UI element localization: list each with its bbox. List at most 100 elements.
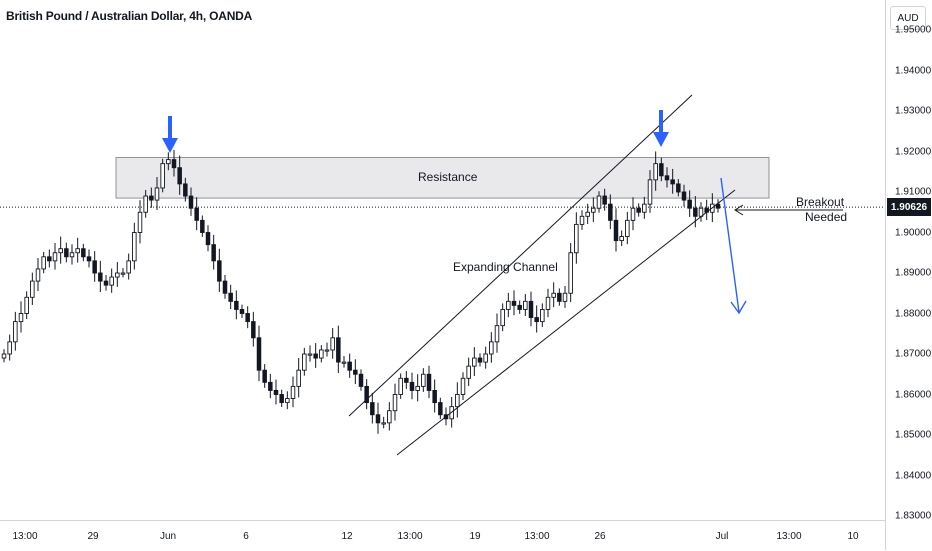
candle — [336, 325, 341, 374]
candle — [183, 177, 188, 202]
candle-body — [132, 232, 137, 262]
price-tick-label: 1.89000 — [895, 267, 932, 279]
candle — [262, 364, 267, 388]
candle-body — [103, 280, 109, 286]
candle — [273, 379, 279, 405]
candle — [653, 151, 658, 191]
candle-body — [421, 373, 426, 387]
candle — [585, 203, 590, 224]
price-tick-label: 1.83000 — [895, 510, 932, 522]
candle-body — [307, 353, 313, 356]
candle — [347, 353, 352, 378]
candle-body — [483, 353, 488, 363]
candle-body — [409, 381, 415, 391]
candle-body — [256, 337, 262, 371]
candle-body — [557, 292, 562, 302]
price-axis[interactable]: AUD 1.95000 1.94000 1.93000 1.92000 1.91000 1… — [885, 0, 932, 550]
candle — [659, 157, 664, 182]
candle — [375, 402, 381, 434]
candle-body — [154, 187, 160, 201]
candle — [545, 288, 551, 318]
candle-body — [302, 353, 307, 371]
candle — [75, 237, 80, 263]
candle-body — [296, 369, 301, 387]
candle-body — [228, 292, 233, 302]
candle-body — [35, 268, 41, 282]
candle — [466, 357, 471, 386]
candle-body — [285, 398, 290, 404]
candle — [528, 291, 534, 327]
expanding-channel-label: Expanding Channel — [453, 260, 558, 274]
candle — [517, 300, 522, 314]
candle-body — [500, 309, 505, 327]
candle — [58, 236, 63, 264]
candle — [511, 290, 517, 316]
candle-body — [358, 373, 364, 387]
candle-body — [659, 163, 664, 177]
candle-body — [596, 195, 602, 209]
candle-body — [602, 195, 607, 205]
candle — [205, 225, 211, 252]
candle-body — [347, 361, 352, 371]
candle — [245, 306, 250, 329]
candle-body — [109, 276, 114, 286]
candle — [188, 187, 194, 216]
candle-body — [534, 317, 539, 323]
candle-body — [330, 337, 335, 351]
candle-body — [126, 260, 131, 274]
candle-body — [98, 272, 103, 282]
candle — [18, 301, 24, 333]
candle — [228, 284, 233, 310]
candle — [602, 188, 607, 211]
candle-body — [426, 373, 432, 391]
candle — [120, 268, 126, 278]
candle-body — [387, 410, 392, 424]
candle-body — [647, 179, 653, 205]
candle-body — [398, 377, 403, 395]
candle-body — [568, 252, 573, 294]
candle — [715, 199, 721, 213]
candle — [103, 275, 109, 291]
candle-body — [137, 211, 143, 233]
candle-body — [693, 207, 698, 217]
symbol-title[interactable]: British Pound / Australian Dollar, 4h, O… — [6, 9, 253, 23]
candle-body — [86, 256, 92, 262]
candle — [364, 379, 369, 410]
candle-body — [653, 163, 658, 181]
candle — [489, 332, 494, 363]
time-tick-label: 13:00 — [524, 531, 550, 542]
candle — [358, 369, 364, 391]
candle-body — [517, 304, 522, 310]
candle — [92, 251, 97, 282]
candle — [24, 291, 29, 319]
candle — [296, 358, 301, 398]
candle-body — [528, 300, 534, 319]
candle-body — [251, 321, 256, 339]
candle — [370, 392, 375, 424]
candle-body — [7, 341, 12, 355]
drawing-lines-group — [348, 94, 843, 456]
candle — [166, 152, 171, 171]
candle-body — [585, 211, 590, 217]
price-tick-label: 1.95000 — [895, 24, 932, 36]
candle-body — [75, 248, 80, 254]
candle-body — [591, 207, 596, 213]
price-tick-label: 1.90000 — [895, 227, 932, 238]
time-tick-label: 19 — [469, 531, 481, 542]
chart-area[interactable]: British Pound / Australian Dollar, 4h, O… — [0, 0, 885, 520]
candle-body — [205, 232, 211, 246]
candle-body — [670, 179, 675, 185]
candle-body — [551, 292, 556, 298]
candle — [613, 208, 619, 252]
candles-group — [1, 149, 721, 434]
time-axis[interactable]: 13:00 29 Jun 6 12 13:00 19 13:00 26 Jul 13:00 10 — [0, 520, 885, 551]
candle-body — [494, 325, 500, 343]
candle — [619, 230, 624, 247]
candle — [534, 305, 539, 333]
chart-canvas[interactable] — [0, 0, 885, 520]
candle-body — [574, 223, 579, 254]
candle — [387, 402, 392, 431]
candle-body — [477, 357, 483, 363]
candle-body — [466, 365, 471, 379]
currency-selector[interactable]: AUD — [890, 6, 926, 30]
